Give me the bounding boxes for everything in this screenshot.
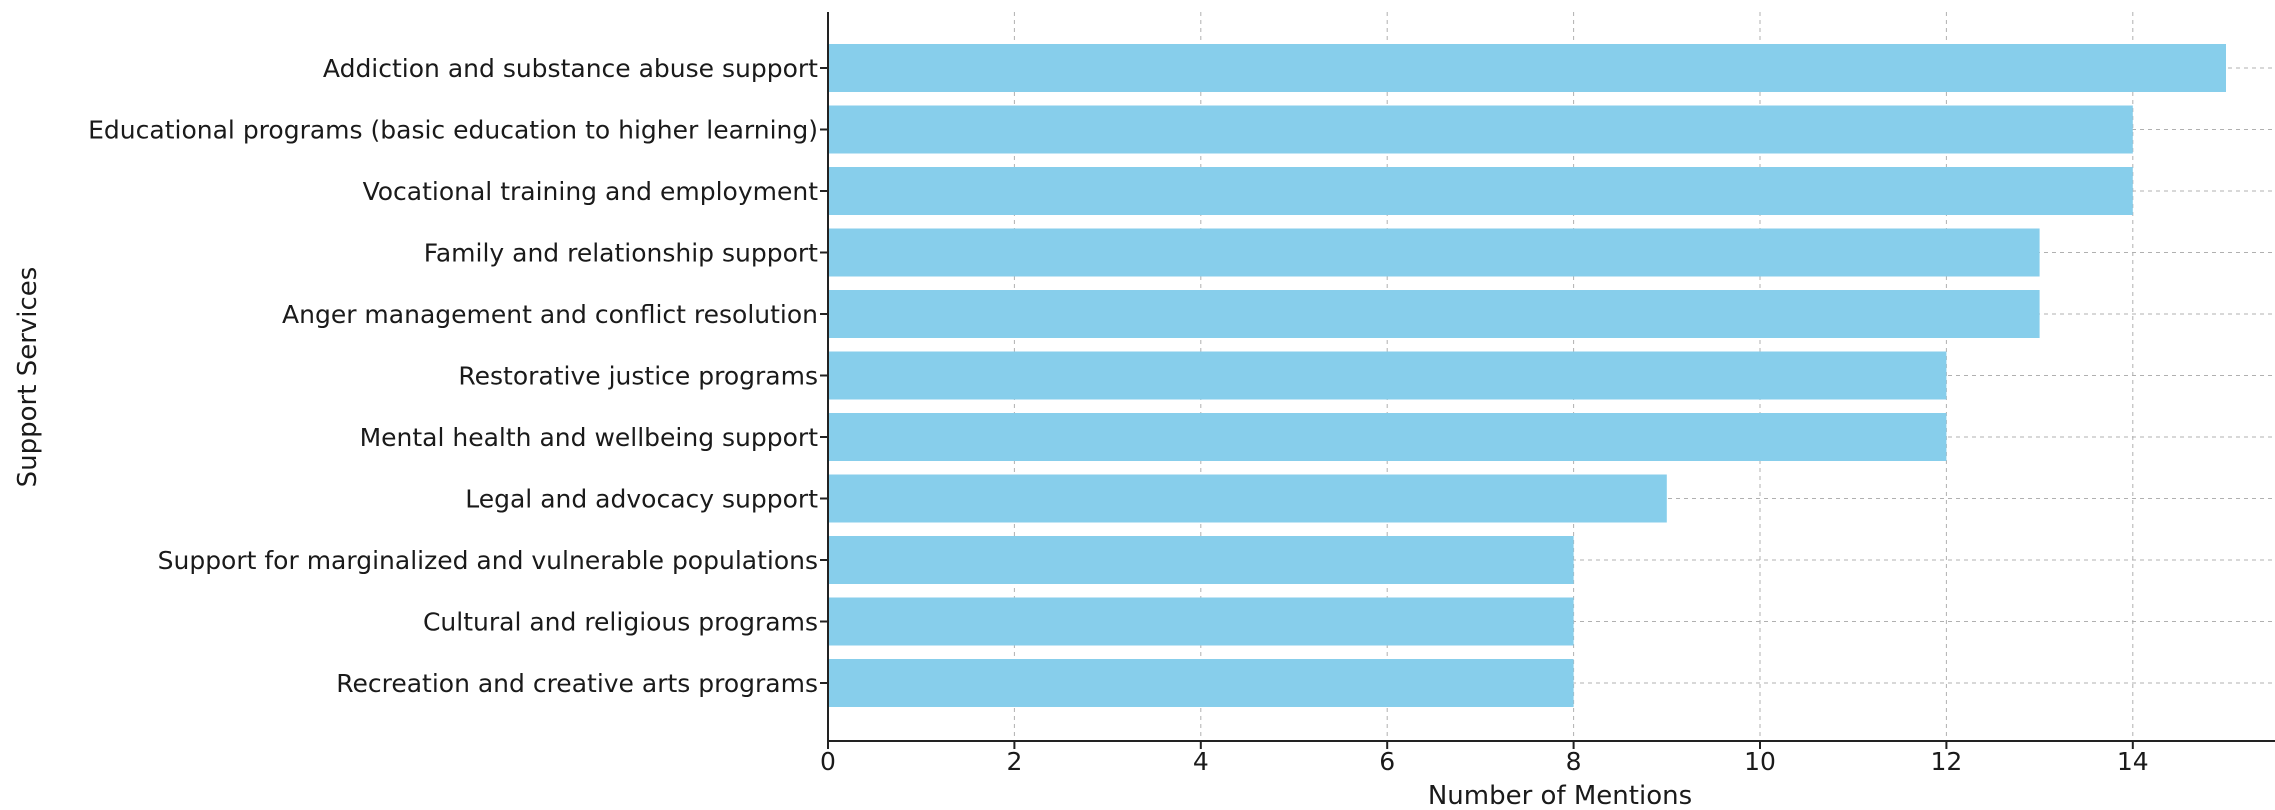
x-tick-label: 12: [1930, 747, 1962, 776]
y-tick-label: Educational programs (basic education to…: [88, 116, 818, 145]
x-tick-label: 8: [1566, 747, 1582, 776]
x-tick-label: 0: [820, 747, 836, 776]
y-tick-label: Recreation and creative arts programs: [336, 669, 818, 698]
x-tick-labels: 0 2 4 6 8 10 12 14: [820, 741, 2149, 776]
bar: [828, 228, 2040, 277]
y-tick-label: Restorative justice programs: [458, 362, 818, 391]
bar: [828, 167, 2133, 215]
y-axis-label: Support Services: [13, 267, 43, 488]
bars: [828, 44, 2226, 707]
x-tick-label: 6: [1379, 747, 1395, 776]
y-tick-label: Anger management and conflict resolution: [282, 300, 818, 329]
bar: [828, 536, 1574, 584]
bar: [828, 105, 2133, 154]
y-tick-label: Family and relationship support: [424, 239, 818, 268]
y-tick-label: Legal and advocacy support: [465, 485, 818, 514]
x-tick-label: 4: [1193, 747, 1209, 776]
x-axis-label: Number of Mentions: [1428, 781, 1692, 810]
x-tick-label: 14: [2117, 747, 2149, 776]
bar: [828, 351, 1947, 400]
bar: [828, 659, 1574, 707]
x-tick-label: 10: [1744, 747, 1776, 776]
bar: [828, 290, 2040, 338]
x-tick-label: 2: [1006, 747, 1022, 776]
bar: [828, 474, 1667, 523]
y-tick-label: Cultural and religious programs: [423, 608, 818, 637]
bar: [828, 413, 1947, 461]
y-tick-label: Support for marginalized and vulnerable …: [158, 546, 818, 575]
bar: [828, 44, 2226, 92]
y-tick-label: Vocational training and employment: [363, 177, 819, 206]
y-tick-label: Mental health and wellbeing support: [360, 423, 819, 452]
y-tick-label: Addiction and substance abuse support: [323, 54, 818, 83]
bar: [828, 597, 1574, 646]
y-tick-labels: Addiction and substance abuse support Edu…: [88, 54, 828, 698]
